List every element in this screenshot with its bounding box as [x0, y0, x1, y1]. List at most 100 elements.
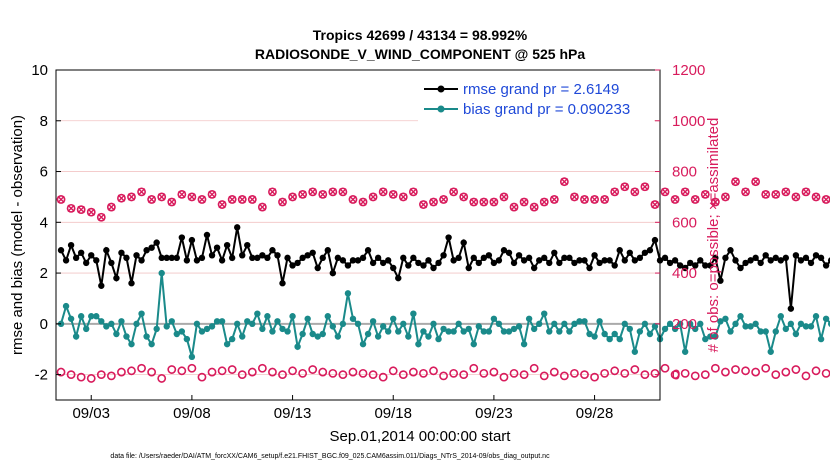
bias-point [616, 335, 623, 343]
rmse-point [490, 259, 498, 267]
rmse-point [631, 257, 639, 264]
bias-point [561, 320, 568, 328]
assimilated_obs-marker [651, 200, 659, 209]
bias-point [681, 348, 689, 355]
assimilated_obs-marker [661, 188, 669, 196]
rmse-point [57, 247, 65, 254]
possible_obs-marker [721, 192, 730, 202]
low_obs-marker [630, 365, 640, 374]
bias-point [727, 328, 734, 335]
rmse-point [374, 254, 382, 262]
rmse-point [651, 236, 659, 244]
bias-point [309, 330, 316, 338]
rmse-point [581, 257, 588, 264]
rmse-point [827, 257, 830, 264]
assimilated_obs-marker [480, 198, 488, 206]
low_obs-marker [559, 371, 569, 381]
x-tick-label: 09/03 [72, 405, 110, 422]
bias-point [752, 320, 759, 328]
rmse-point [395, 274, 402, 282]
legend: rmse grand pr = 2.6149 bias grand pr = 0… [418, 76, 654, 122]
bias-point [556, 328, 563, 335]
low_obs-marker [741, 366, 750, 376]
rmse-point [797, 257, 805, 264]
assimilated_obs-marker [359, 198, 367, 206]
rmse-point [571, 259, 578, 267]
low_obs-marker [761, 363, 771, 373]
possible_obs-marker [398, 192, 408, 202]
bias-point [163, 323, 170, 330]
rmse-point [530, 264, 538, 272]
low_obs-marker [620, 368, 630, 378]
assimilated_obs-marker [178, 190, 186, 199]
possible_obs-marker [620, 182, 630, 192]
possible_obs-marker [549, 195, 559, 204]
possible_obs-marker [539, 197, 549, 207]
y2-tick-label: 1000 [672, 113, 705, 130]
rmse-point [465, 264, 472, 272]
assimilated_obs-marker [107, 203, 116, 211]
low_obs-marker [640, 370, 650, 380]
low_obs-marker [580, 370, 589, 380]
rmse-point [772, 254, 779, 262]
assimilated_obs-marker [580, 195, 589, 204]
y-tick-label: 10 [31, 62, 48, 79]
bias-point [123, 333, 130, 340]
assimilated_obs-marker [691, 195, 699, 204]
bias-point [374, 333, 382, 340]
low_obs-marker [529, 363, 539, 373]
assimilated_obs-marker [77, 205, 85, 214]
possible_obs-marker [590, 195, 599, 204]
rmse-point [626, 249, 633, 256]
rmse-point [546, 259, 553, 267]
possible_obs-marker [791, 192, 801, 202]
low_obs-marker [821, 368, 830, 378]
bias-point [218, 318, 226, 325]
bias-point [108, 320, 115, 328]
bias-point [390, 315, 397, 322]
rmse-point [666, 259, 674, 267]
possible_obs-marker [559, 177, 569, 187]
bias-point [576, 318, 583, 325]
rmse-point [390, 264, 397, 272]
assimilated_obs-marker [127, 193, 136, 201]
low_obs-marker [751, 367, 761, 377]
possible_obs-marker [137, 187, 146, 197]
rmse-point [299, 254, 306, 262]
possible_obs-marker [439, 195, 448, 204]
possible_obs-marker [288, 192, 297, 202]
bias-point [239, 333, 246, 340]
bias-point [143, 333, 150, 340]
rmse-point [782, 254, 790, 262]
bias-point [400, 320, 407, 328]
bias-point [697, 320, 704, 328]
assimilated_obs-marker [147, 195, 156, 204]
low_obs-marker [408, 367, 418, 377]
bias-point [445, 328, 452, 335]
rmse-point [118, 249, 125, 256]
assimilated_obs-marker [510, 203, 518, 211]
bias-point [128, 340, 135, 348]
rmse-point [123, 254, 130, 262]
bias-point [440, 325, 447, 333]
assimilated_obs-marker [490, 198, 498, 206]
possible_obs-marker [257, 202, 267, 212]
assimilated_obs-marker [731, 177, 740, 186]
low_obs-marker [368, 370, 378, 380]
possible_obs-marker [690, 195, 700, 204]
y-tick-label: 0 [40, 316, 48, 333]
assimilated_obs-marker [782, 188, 790, 196]
possible_obs-marker [147, 195, 157, 204]
possible_obs-marker [278, 197, 287, 207]
rmse-point [591, 252, 598, 259]
bias-point [707, 333, 714, 340]
assimilated_obs-marker [168, 198, 176, 206]
possible_obs-marker [358, 197, 368, 207]
low_obs-marker [549, 367, 559, 377]
assimilated_obs-marker [540, 198, 548, 206]
bias-point [113, 330, 120, 338]
rmse-point [359, 254, 367, 262]
rmse-point [113, 274, 120, 282]
y2-tick-label: 800 [672, 164, 697, 181]
legend-bias-marker [437, 105, 445, 113]
